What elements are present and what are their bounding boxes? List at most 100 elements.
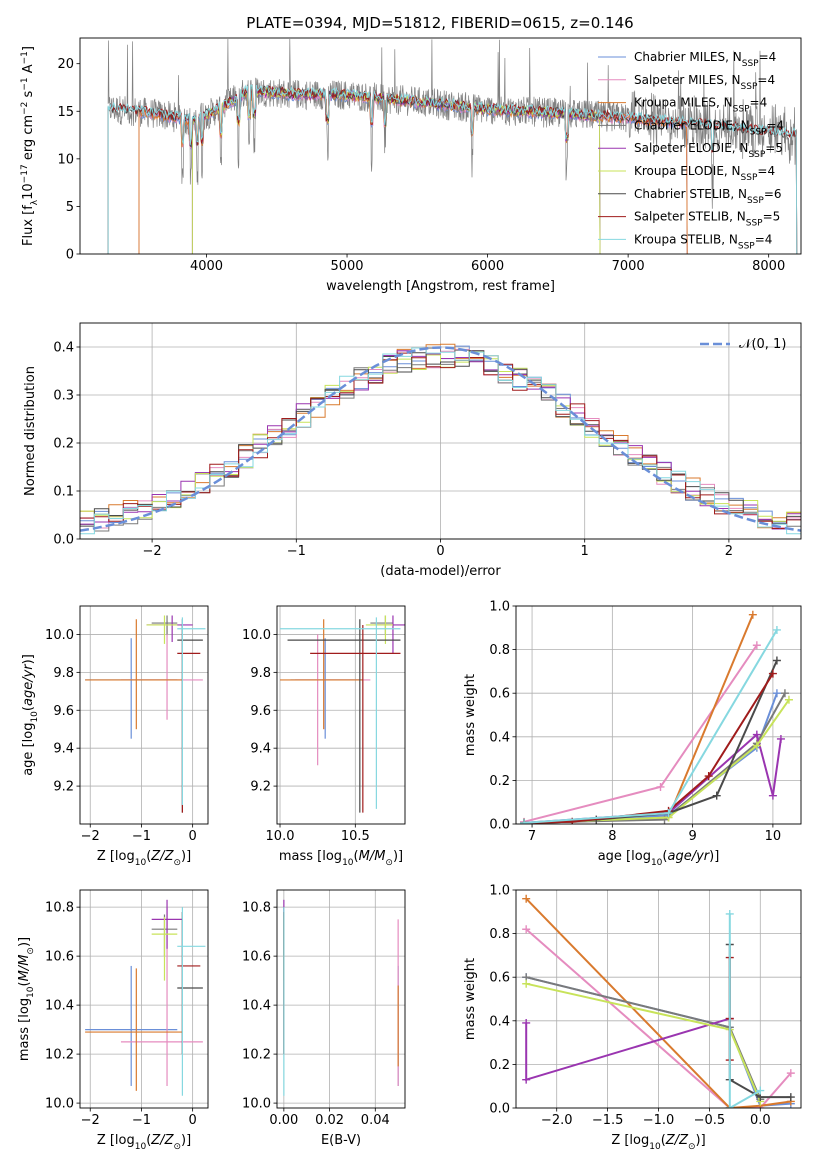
spectrum-ytick-label: 10	[57, 152, 74, 167]
residuals-panel: −2 −1 0 1 2 0.0 0.1 0.2 0.3 0.4 (data-model)/error…	[23, 322, 802, 579]
age_vs_Z-xtick-label: −2	[81, 829, 100, 844]
weight_vs_Z-ytick-label: 1.0	[489, 884, 510, 899]
weight_vs_age-ytick-label: 1.0	[489, 600, 510, 615]
mass_vs_Z-panel: −2 −1 0 10.0 10.2 10.4 10.6 10.8 Z [log10(Z/Z⊙)]…	[17, 889, 209, 1152]
residuals-ytick-label: 0.2	[53, 437, 74, 452]
spectrum-ytick-label: 15	[57, 105, 74, 120]
weight_vs_age-marker-chabrier-stelib	[772, 656, 781, 665]
weight_vs_Z-xtick-label: −1.0	[643, 1113, 675, 1128]
residuals-xtick-label: 0	[436, 544, 444, 559]
mass_vs_Z-xtick-label: 0	[188, 1113, 196, 1128]
weight_vs_Z-marker-kroupa-stelib	[725, 909, 734, 918]
normal-legend-label: 𝒩(0, 1)	[739, 337, 786, 352]
weight_vs_age-marker-chabrier-elodie	[780, 689, 789, 698]
weight_vs_age-marker-kroupa-stelib	[772, 625, 781, 634]
residuals-ytick-label: 0.1	[53, 485, 74, 500]
weight_vs_age-marker-salpeter-miles	[752, 641, 761, 650]
age_vs_Z-xtick-label: 0	[188, 829, 196, 844]
weight_vs_age-marker-salpeter-elodie	[752, 730, 761, 739]
age_vs_mass-xlabel: mass [log10(M/M⊙)]	[279, 849, 403, 868]
weight_vs_age-xtick-label: 8	[608, 829, 616, 844]
mass_vs_ebv-xtick-label: 0.00	[269, 1113, 298, 1128]
weight_vs_Z-xtick-label: 0.0	[750, 1113, 771, 1128]
residuals-ytick-label: 0.3	[53, 389, 74, 404]
age_vs_mass-xtick-label: 10.0	[266, 829, 295, 844]
mass_vs_ebv-ytick-label: 10.2	[242, 1048, 271, 1063]
age_vs_Z-ytick-label: 9.2	[53, 780, 74, 795]
weight_vs_Z-xtick-label: −0.5	[694, 1113, 726, 1128]
weight_vs_age-xtick-label: 9	[688, 829, 696, 844]
residuals-ytick-label: 0.0	[53, 533, 74, 548]
mass_vs_Z-ytick-label: 10.4	[45, 999, 74, 1014]
weight_vs_Z-ytick-label: 0.4	[489, 1014, 510, 1029]
weight_vs_Z-ytick-label: 0.6	[489, 971, 510, 986]
residual-hist-kroupa-stelib	[80, 347, 801, 535]
mass_vs_ebv-panel: 0.00 0.02 0.04 10.0 10.2 10.4 10.6 10.8 E(B-V)	[242, 889, 406, 1148]
spectrum-frame	[79, 37, 802, 255]
weight_vs_age-marker-salpeter-stelib	[768, 669, 777, 678]
spectrum-xtick-label: 6000	[471, 259, 504, 274]
age_vs_Z-frame	[79, 605, 209, 825]
legend-label-kroupa-miles: Kroupa MILES, NSSP=4	[634, 96, 767, 115]
age_vs_mass-ytick-label: 9.2	[250, 780, 271, 795]
weight_vs_age-ytick-label: 0.6	[489, 687, 510, 702]
mass_vs_ebv-ytick-label: 10.8	[242, 901, 271, 916]
age_vs_Z-xtick-label: −1	[132, 829, 151, 844]
weight_vs_age-marker-chabrier-stelib	[712, 791, 721, 800]
spectrum-xtick-label: 4000	[190, 259, 223, 274]
legend-label-chabrier-stelib: Chabrier STELIB, NSSP=6	[634, 187, 782, 206]
residuals-xtick-label: 2	[725, 544, 733, 559]
weight_vs_Z-ylabel: mass weight	[463, 958, 478, 1040]
weight_vs_age-xtick-label: 7	[528, 829, 536, 844]
weight_vs_Z-panel: −2.0 −1.5 −1.0 −0.5 0.0 0.0 0.2 0.4 0.6 0.8 1.0 Z […	[463, 884, 802, 1152]
mass_vs_Z-ytick-label: 10.8	[45, 901, 74, 916]
weight_vs_age-frame	[515, 605, 802, 825]
legend-label-kroupa-elodie: Kroupa ELODIE, NSSP=4	[634, 164, 775, 183]
weight_vs_Z-xlabel: Z [log10(Z/Z⊙)]	[611, 1133, 705, 1152]
weight_vs_age-marker-chabrier-miles	[772, 689, 781, 698]
residual-hist-salpeter-stelib	[80, 352, 801, 529]
weight_vs_age-marker-salpeter-elodie	[776, 734, 785, 743]
weight_vs_age-xtick-label: 10	[765, 829, 782, 844]
legend-label-salpeter-stelib: Salpeter STELIB, NSSP=5	[634, 210, 780, 229]
weight_vs_Z-marker-salpeter-miles	[522, 925, 531, 934]
residuals-xtick-label: −2	[143, 544, 162, 559]
weight_vs_Z-marker-chabrier-stelib	[786, 1093, 795, 1102]
spectrum-xtick-label: 7000	[612, 259, 645, 274]
spectrum-xtick-label: 8000	[752, 259, 785, 274]
age_vs_mass-xtick-label: 10.5	[341, 829, 370, 844]
mass_vs_Z-xlabel: Z [log10(Z/Z⊙)]	[97, 1133, 191, 1152]
age_vs_mass-ytick-label: 9.8	[250, 666, 271, 681]
weight_vs_Z-frame	[515, 889, 802, 1109]
spectrum-ytick-label: 5	[66, 200, 74, 215]
legend-label-chabrier-elodie: Chabrier ELODIE, NSSP=4	[634, 118, 784, 137]
spectrum-ylabel: Flux [fλ10−17 erg cm−2 s−1 A−1]	[20, 46, 40, 246]
weight_vs_age-marker-salpeter-elodie	[768, 791, 777, 800]
weight_vs_age-ytick-label: 0.4	[489, 730, 510, 745]
spectrum-legend: Chabrier MILES, NSSP=4 Salpeter MILES, NS…	[598, 50, 784, 251]
weight_vs_age-ytick-label: 0.0	[489, 818, 510, 833]
age_vs_mass-ytick-label: 9.6	[250, 704, 271, 719]
mass_vs_Z-ytick-label: 10.6	[45, 950, 74, 965]
weight_vs_Z-ytick-label: 0.8	[489, 927, 510, 942]
mass_vs_ebv-xlabel: E(B-V)	[321, 1133, 361, 1148]
age_vs_mass-frame	[276, 605, 406, 825]
spectrum-model-kroupa-elodie	[191, 85, 601, 254]
residuals-xtick-label: 1	[581, 544, 589, 559]
mass_vs_Z-ylabel: mass [log10(M/M⊙)]	[17, 937, 36, 1061]
mass_vs_Z-ytick-label: 10.0	[45, 1097, 74, 1112]
weight_vs_age-marker-kroupa-elodie	[784, 695, 793, 704]
weight_vs_Z-marker-kroupa-stelib	[756, 1086, 765, 1095]
spectrum-ytick-label: 0	[66, 248, 74, 263]
residuals-xtick-label: −1	[287, 544, 306, 559]
mass_vs_ebv-frame	[276, 889, 406, 1109]
mass_vs_ebv-xtick-label: 0.02	[315, 1113, 344, 1128]
weight_vs_age-marker-salpeter-stelib	[704, 772, 713, 781]
mass_vs_ebv-ytick-label: 10.4	[242, 999, 271, 1014]
mass_vs_ebv-ytick-label: 10.6	[242, 950, 271, 965]
weight_vs_age-marker-kroupa-stelib	[664, 809, 673, 818]
spectrum-ytick-label: 20	[57, 57, 74, 72]
weight_vs_age-marker-salpeter-miles	[656, 782, 665, 791]
spectrum-model-kroupa-stelib	[107, 84, 798, 254]
weight_vs_age-ytick-label: 0.8	[489, 643, 510, 658]
